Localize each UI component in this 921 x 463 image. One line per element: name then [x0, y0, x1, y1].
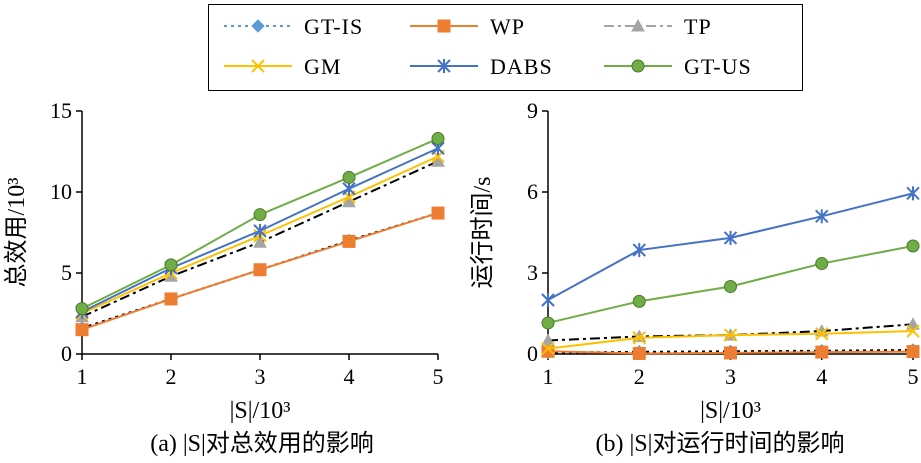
data-point-wp	[253, 263, 267, 277]
data-point-gt-us	[815, 257, 829, 271]
x-axis-label: |S|/10³	[230, 398, 291, 424]
data-point-wp	[815, 345, 829, 359]
series-wp	[541, 344, 920, 360]
series-dabs	[75, 141, 445, 319]
series-gt-us	[541, 239, 920, 330]
legend-label-wp: WP	[490, 14, 525, 39]
x-tick-label: 2	[634, 364, 645, 389]
series-tp	[75, 154, 445, 323]
data-point-dabs	[906, 186, 920, 201]
y-tick-label: 0	[527, 341, 538, 366]
data-point-wp	[724, 346, 737, 360]
data-point-gm	[906, 324, 920, 338]
data-point-gm-stroke	[541, 341, 555, 356]
legend-item-gt-is: GT-IS	[224, 14, 363, 39]
chart-total-utility: 0 5 10 15 1 2 3 4 5 |S|/10³ 总效用/10³ (a) |S|对总效用的影响	[3, 98, 445, 457]
x-tick-label: 5	[908, 364, 919, 389]
x-tick-label: 2	[166, 364, 177, 389]
data-point-wp	[164, 292, 178, 306]
data-point-wp	[431, 206, 445, 220]
legend-item-gt-us: GT-US	[604, 54, 752, 79]
y-axis-label: 运行时间/s	[469, 176, 496, 288]
legend-marker-gm-stroke	[251, 59, 265, 73]
legend-marker-dabs	[437, 59, 451, 73]
chart-caption: (b) |S|对运行时间的影响	[596, 430, 845, 457]
data-point-gt-us	[541, 316, 555, 330]
legend-label-gt-us: GT-US	[684, 54, 752, 79]
data-point-gt-us	[253, 208, 267, 222]
legend-marker-gt-is	[251, 19, 265, 33]
legend-label-gm: GM	[304, 54, 341, 79]
x-axis-label: |S|/10³	[700, 398, 761, 424]
data-point-gm-stroke	[906, 324, 920, 338]
data-point-gt-us	[164, 258, 178, 272]
data-point-gm	[632, 331, 646, 345]
data-point-dabs	[253, 223, 267, 238]
series-dabs	[541, 186, 920, 307]
y-tick-label: 9	[527, 98, 538, 123]
data-point-tp	[906, 317, 920, 330]
data-point-gm	[723, 328, 738, 342]
x-tick-label: 4	[344, 364, 355, 389]
legend: GT-IS WP TP GM DABS GT-US	[208, 4, 803, 91]
legend-label-gt-is: GT-IS	[304, 14, 363, 39]
data-point-gm-stroke	[632, 331, 646, 345]
legend-item-wp: WP	[410, 14, 525, 39]
legend-marker-tp	[631, 18, 645, 32]
legend-item-tp: TP	[604, 14, 712, 39]
series-line-gt-us	[81, 137, 439, 310]
data-point-dabs	[541, 293, 555, 307]
legend-label-tp: TP	[684, 14, 712, 39]
legend-box	[208, 4, 803, 91]
x-tick-label: 3	[725, 364, 736, 389]
data-point-gm	[815, 327, 829, 341]
series-wp	[75, 206, 445, 337]
y-tick-label: 10	[50, 179, 72, 204]
data-point-wp	[632, 346, 646, 360]
data-point-dabs	[342, 181, 356, 196]
y-tick-label: 0	[61, 341, 72, 366]
data-point-gm-stroke	[815, 327, 829, 341]
data-point-dabs	[723, 230, 738, 245]
data-point-gt-us	[724, 280, 737, 293]
data-point-wp	[906, 345, 920, 359]
data-point-gm-stroke	[723, 328, 738, 342]
data-point-wp	[75, 323, 89, 337]
data-point-dabs	[632, 243, 646, 258]
series-gt-us	[75, 132, 445, 316]
data-point-wp	[342, 234, 356, 248]
data-point-gt-us	[75, 302, 89, 316]
x-tick-label: 4	[816, 364, 827, 389]
data-point-gt-us	[431, 132, 445, 146]
series-gm	[541, 324, 920, 356]
y-tick-label: 3	[527, 260, 538, 285]
data-point-gt-us	[906, 239, 920, 253]
data-point-tp	[541, 333, 555, 346]
y-tick-label: 6	[527, 179, 538, 204]
legend-marker-gt-us	[631, 59, 645, 73]
legend-marker-wp	[437, 19, 451, 33]
legend-item-dabs: DABS	[410, 54, 553, 79]
data-point-dabs	[815, 209, 829, 224]
data-point-gt-us	[632, 294, 646, 308]
data-point-tp	[253, 235, 267, 248]
legend-label-dabs: DABS	[490, 54, 553, 79]
y-axis-label: 总效用/10³	[3, 178, 30, 288]
x-tick-label: 1	[543, 364, 554, 389]
y-tick-label: 5	[61, 260, 72, 285]
x-tick-label: 1	[77, 364, 88, 389]
chart-caption: (a) |S|对总效用的影响	[150, 430, 374, 457]
legend-marker-gm	[251, 59, 265, 73]
y-tick-label: 15	[50, 98, 72, 123]
data-point-gt-us	[342, 170, 356, 184]
x-tick-label: 3	[255, 364, 266, 389]
legend-item-gm: GM	[224, 54, 341, 79]
data-point-gm	[541, 341, 555, 356]
x-tick-label: 5	[433, 364, 444, 389]
